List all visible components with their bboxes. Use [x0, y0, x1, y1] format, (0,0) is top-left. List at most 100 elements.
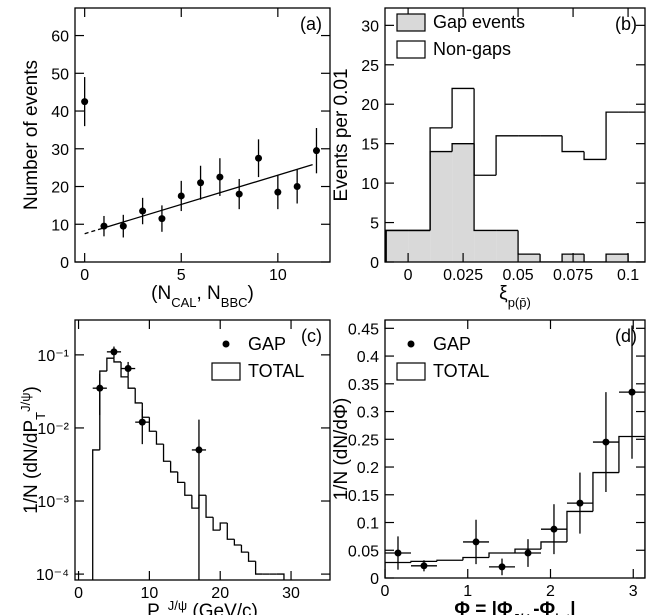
- x-tick-label: 0: [80, 267, 89, 284]
- legend-label: TOTAL: [433, 361, 489, 381]
- label-part: ): [248, 283, 254, 304]
- label-part: J/ψ: [18, 393, 33, 412]
- data-point: [274, 188, 282, 196]
- data-point: [472, 538, 480, 546]
- legend-swatch: [211, 362, 241, 381]
- y-tick-label: 40: [51, 104, 69, 121]
- y-tick-label: 10⁻³: [37, 494, 69, 511]
- y-tick-label: 30: [361, 18, 379, 35]
- label-part: T: [160, 613, 168, 615]
- plot-area: [385, 325, 645, 578]
- hist-step: [240, 545, 249, 553]
- data-point: [293, 183, 301, 191]
- hist-step: [226, 523, 235, 540]
- plot-area: [81, 77, 320, 238]
- data-point: [255, 154, 263, 162]
- x-tick-label: 30: [282, 585, 300, 602]
- label-part: (GeV/c): [187, 601, 258, 615]
- label-part: Φ = |Φ: [454, 599, 513, 615]
- hist-step: [162, 444, 171, 462]
- y-tick-label: 30: [51, 142, 69, 159]
- legend-swatch: [396, 13, 426, 32]
- label-part: 1/N (dN/dΦ): [331, 398, 352, 501]
- hist-step: [436, 559, 463, 562]
- hist-step: [212, 517, 221, 531]
- hist-step: [106, 357, 114, 372]
- data-point: [197, 179, 205, 187]
- hist-bar: [430, 151, 453, 262]
- hist-step: [233, 539, 242, 546]
- x-tick-label: 10: [140, 585, 158, 602]
- hist-step: [462, 556, 490, 561]
- label-part: T: [33, 412, 48, 420]
- label-part: ): [21, 386, 42, 392]
- fit-line: [84, 227, 105, 235]
- hist-step: [385, 229, 409, 262]
- data-point: [119, 222, 127, 230]
- frame: [384, 7, 646, 263]
- label-part: ξ: [499, 283, 508, 304]
- label-part: , N: [197, 283, 221, 304]
- label-part: |: [570, 599, 575, 615]
- y-tick-label: 10⁻¹: [37, 348, 69, 365]
- data-point: [498, 563, 506, 571]
- hist-step: [473, 143, 497, 232]
- x-tick-label: 10: [269, 267, 287, 284]
- label-part: jet: [554, 611, 571, 615]
- hist-step: [205, 495, 214, 518]
- y-axis-label: Events per 0.01: [331, 68, 352, 201]
- hist-bar: [606, 254, 629, 262]
- data-point: [110, 348, 118, 356]
- y-tick-label: 0: [60, 255, 69, 272]
- hist-step: [514, 548, 541, 554]
- data-point: [81, 98, 89, 106]
- hist-step: [184, 482, 192, 496]
- x-tick-label: 0.075: [553, 267, 593, 284]
- label-part: J/ψ: [513, 611, 534, 615]
- legend-marker: [222, 340, 230, 348]
- legend-label: TOTAL: [248, 361, 304, 381]
- hist-step: [628, 111, 645, 113]
- x-tick-label: 2: [546, 583, 555, 600]
- hist-step: [254, 561, 263, 575]
- y-axis-label: Number of events: [21, 60, 42, 210]
- hist-step: [495, 135, 519, 176]
- data-point: [138, 418, 146, 426]
- y-tick-label: 0.35: [348, 377, 379, 394]
- label-part: p(p̄): [508, 295, 531, 310]
- y-tick-label: 0: [370, 255, 379, 272]
- hist-step: [148, 417, 157, 432]
- panel-label: (b): [615, 14, 637, 34]
- x-tick-label: 0: [74, 585, 83, 602]
- label-part: -Φ: [533, 599, 555, 615]
- y-tick-label: 0.45: [348, 321, 379, 338]
- hist-step: [451, 87, 475, 128]
- y-tick-label: 20: [361, 97, 379, 114]
- hist-step: [561, 135, 585, 153]
- hist-bar: [452, 143, 475, 262]
- frame: [384, 319, 646, 579]
- data-point: [139, 207, 147, 215]
- hist-step: [451, 143, 475, 152]
- legend-label: GAP: [433, 334, 471, 354]
- y-tick-label: 50: [51, 66, 69, 83]
- x-tick-label: 0.05: [503, 267, 534, 284]
- data-point: [158, 215, 166, 223]
- legend-label: Gap events: [433, 12, 525, 32]
- y-tick-label: 10: [361, 176, 379, 193]
- hist-step: [113, 358, 122, 363]
- data-point: [602, 438, 610, 446]
- y-tick-label: 20: [51, 180, 69, 197]
- x-axis-label: Φ = |ΦJ/ψ-Φjet|: [454, 599, 575, 615]
- y-tick-label: 10⁻²: [37, 421, 69, 438]
- x-axis-label: ξp(p̄): [499, 283, 531, 310]
- hist-step: [191, 495, 199, 509]
- panel-label: (c): [301, 326, 322, 346]
- frame: [74, 7, 331, 263]
- y-tick-label: 60: [51, 29, 69, 46]
- y-tick-label: 0.4: [357, 349, 379, 366]
- legend-swatch: [396, 362, 426, 381]
- legend-label: GAP: [248, 334, 286, 354]
- x-axis-label: (NCAL, NBBC): [151, 283, 254, 310]
